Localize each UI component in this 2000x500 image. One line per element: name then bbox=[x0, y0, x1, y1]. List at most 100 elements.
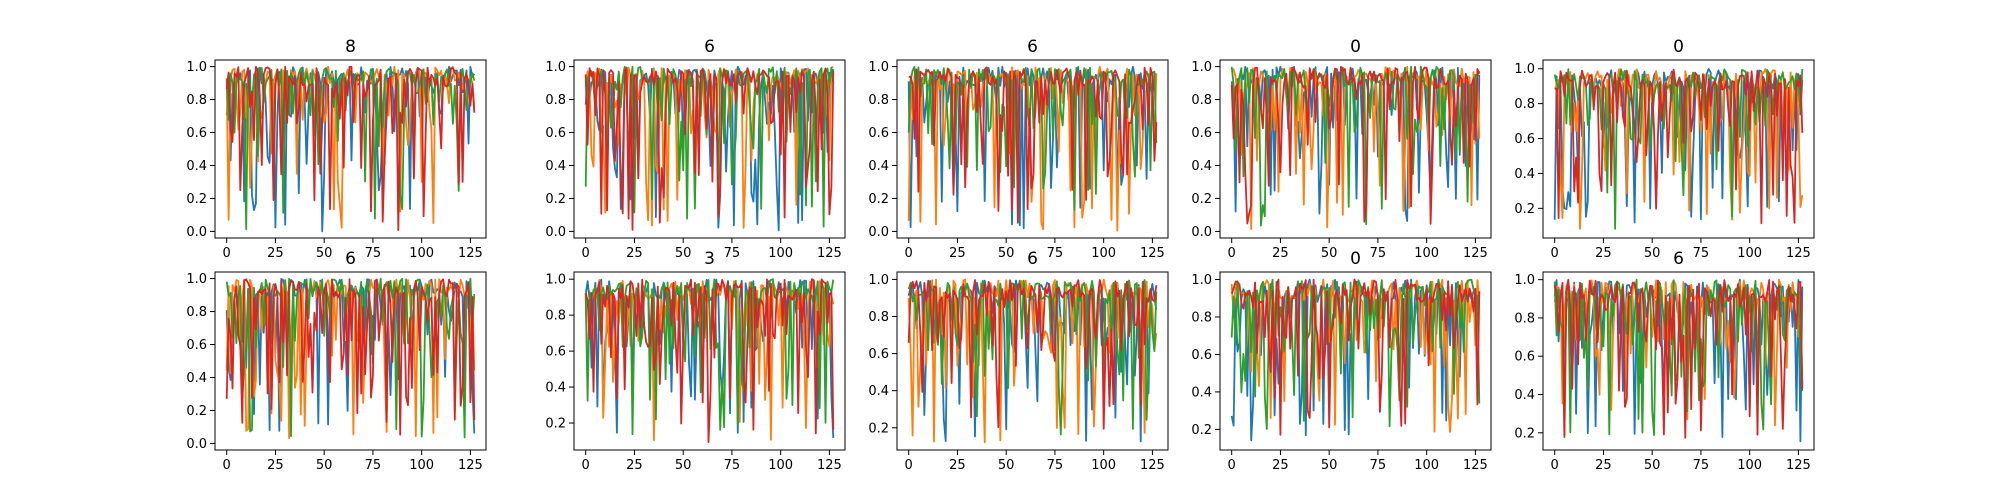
y-tick-label: 1.0 bbox=[868, 60, 889, 75]
axes-frame bbox=[1219, 271, 1492, 451]
y-tick-label: 0.6 bbox=[868, 126, 889, 141]
y-tick-label: 0.4 bbox=[1514, 388, 1535, 403]
series-line-4 bbox=[1230, 278, 1481, 436]
y-tick-label: 0.8 bbox=[545, 309, 566, 324]
y-tick-label: 0.6 bbox=[868, 347, 889, 362]
series-line-4 bbox=[584, 66, 835, 231]
x-tick-label: 0 bbox=[1228, 458, 1236, 473]
y-tick-label: 0.8 bbox=[868, 310, 889, 325]
y-tick-label: 0.0 bbox=[545, 225, 566, 240]
axes-frame bbox=[1542, 59, 1815, 239]
x-tick-label: 75 bbox=[1693, 458, 1710, 473]
y-tick-label: 0.8 bbox=[1191, 93, 1212, 108]
y-tick-label: 0.8 bbox=[186, 93, 207, 108]
y-tick-label: 0.8 bbox=[545, 93, 566, 108]
series-line-2 bbox=[225, 65, 476, 229]
subplot-7: 3 0 25 50 75 100 125 0.2 0.4 0.6 0.8 1.0 bbox=[545, 249, 846, 473]
x-tick-label: 0 bbox=[1228, 246, 1236, 261]
subplot-title: 6 bbox=[345, 249, 356, 269]
axes-frame bbox=[1219, 59, 1492, 239]
x-tick-label: 50 bbox=[316, 458, 333, 473]
y-tick-label: 0.4 bbox=[1191, 159, 1212, 174]
y-tick-label: 0.2 bbox=[186, 404, 207, 419]
subplot-3: 6 0 25 50 75 100 125 0.0 0.2 0.4 0.6 0.8 1.0 bbox=[868, 37, 1169, 261]
y-tick-label: 1.0 bbox=[1514, 62, 1535, 77]
x-tick-label: 0 bbox=[582, 246, 590, 261]
y-tick-label: 0.6 bbox=[1514, 132, 1535, 147]
x-tick-label: 25 bbox=[949, 246, 966, 261]
x-tick-label: 50 bbox=[1321, 246, 1338, 261]
y-tick-label: 0.8 bbox=[186, 305, 207, 320]
subplot-title: 0 bbox=[1673, 37, 1684, 57]
y-tick-label: 0.6 bbox=[1191, 348, 1212, 363]
y-tick-label: 1.0 bbox=[1191, 60, 1212, 75]
y-tick-label: 0.6 bbox=[545, 345, 566, 360]
x-tick-label: 50 bbox=[316, 246, 333, 261]
x-tick-label: 100 bbox=[1414, 246, 1439, 261]
series-line-3 bbox=[1230, 65, 1481, 227]
y-tick-label: 0.8 bbox=[868, 93, 889, 108]
x-tick-label: 50 bbox=[1644, 246, 1661, 261]
x-tick-label: 75 bbox=[724, 458, 741, 473]
series-line-3 bbox=[225, 67, 476, 231]
x-tick-label: 100 bbox=[1091, 458, 1116, 473]
y-tick-label: 0.4 bbox=[1191, 385, 1212, 400]
y-tick-label: 0.2 bbox=[1191, 423, 1212, 438]
y-tick-label: 0.4 bbox=[1514, 167, 1535, 182]
x-tick-label: 100 bbox=[1414, 458, 1439, 473]
series-line-4 bbox=[908, 66, 1158, 224]
x-tick-label: 0 bbox=[1551, 458, 1559, 473]
y-tick-label: 0.8 bbox=[1191, 310, 1212, 325]
axes-frame bbox=[214, 59, 487, 239]
axes-frame bbox=[1542, 271, 1815, 451]
x-tick-label: 50 bbox=[998, 246, 1015, 261]
x-tick-label: 75 bbox=[1370, 246, 1387, 261]
x-tick-label: 25 bbox=[267, 246, 284, 261]
y-tick-label: 0.4 bbox=[868, 384, 889, 399]
x-tick-label: 50 bbox=[1644, 458, 1661, 473]
x-tick-label: 25 bbox=[1595, 458, 1612, 473]
y-tick-label: 0.2 bbox=[545, 192, 566, 207]
x-tick-label: 25 bbox=[626, 246, 643, 261]
x-tick-label: 25 bbox=[949, 458, 966, 473]
axes-frame bbox=[896, 271, 1169, 451]
y-tick-label: 0.6 bbox=[545, 126, 566, 141]
x-tick-label: 125 bbox=[1140, 246, 1165, 261]
x-tick-label: 50 bbox=[998, 458, 1015, 473]
x-tick-label: 75 bbox=[1693, 246, 1710, 261]
y-tick-label: 0.4 bbox=[186, 159, 207, 174]
y-tick-label: 1.0 bbox=[1514, 273, 1535, 288]
y-tick-label: 0.2 bbox=[1514, 426, 1535, 441]
x-tick-label: 0 bbox=[223, 458, 231, 473]
subplot-2: 6 0 25 50 75 100 125 0.0 0.2 0.4 0.6 0.8 1.0 bbox=[545, 37, 846, 261]
series-line-4 bbox=[907, 279, 1158, 430]
y-tick-label: 0.6 bbox=[1514, 350, 1535, 365]
y-tick-label: 0.0 bbox=[186, 225, 207, 240]
x-tick-label: 100 bbox=[1737, 246, 1762, 261]
subplot-8: 6 0 25 50 75 100 125 0.2 0.4 0.6 0.8 1.0 bbox=[868, 249, 1169, 473]
x-tick-label: 100 bbox=[768, 458, 793, 473]
x-tick-label: 50 bbox=[1321, 458, 1338, 473]
y-tick-label: 1.0 bbox=[545, 60, 566, 75]
subplot-title: 8 bbox=[345, 37, 356, 57]
y-tick-label: 1.0 bbox=[1191, 273, 1212, 288]
x-tick-label: 100 bbox=[1091, 246, 1116, 261]
axes-frame bbox=[214, 271, 487, 451]
x-tick-label: 125 bbox=[1140, 458, 1165, 473]
x-tick-label: 0 bbox=[905, 458, 913, 473]
y-tick-label: 0.2 bbox=[186, 192, 207, 207]
x-tick-label: 75 bbox=[724, 246, 741, 261]
y-tick-label: 0.4 bbox=[545, 159, 566, 174]
x-tick-label: 125 bbox=[1786, 458, 1811, 473]
subplot-6: 6 0 25 50 75 100 125 0.0 0.2 0.4 0.6 0.8 1.0 bbox=[186, 249, 487, 473]
series-line-4 bbox=[584, 278, 835, 444]
x-tick-label: 125 bbox=[817, 246, 842, 261]
subplot-1: 8 0 25 50 75 100 125 0.0 0.2 0.4 0.6 0.8 1.0 bbox=[186, 37, 487, 261]
x-tick-label: 125 bbox=[817, 458, 842, 473]
x-tick-label: 75 bbox=[365, 458, 382, 473]
y-tick-label: 0.4 bbox=[868, 159, 889, 174]
subplot-4: 0 0 25 50 75 100 125 0.0 0.2 0.4 0.6 0.8 1.0 bbox=[1191, 37, 1492, 261]
series-line-4 bbox=[225, 278, 476, 436]
subplot-title: 6 bbox=[704, 37, 715, 57]
